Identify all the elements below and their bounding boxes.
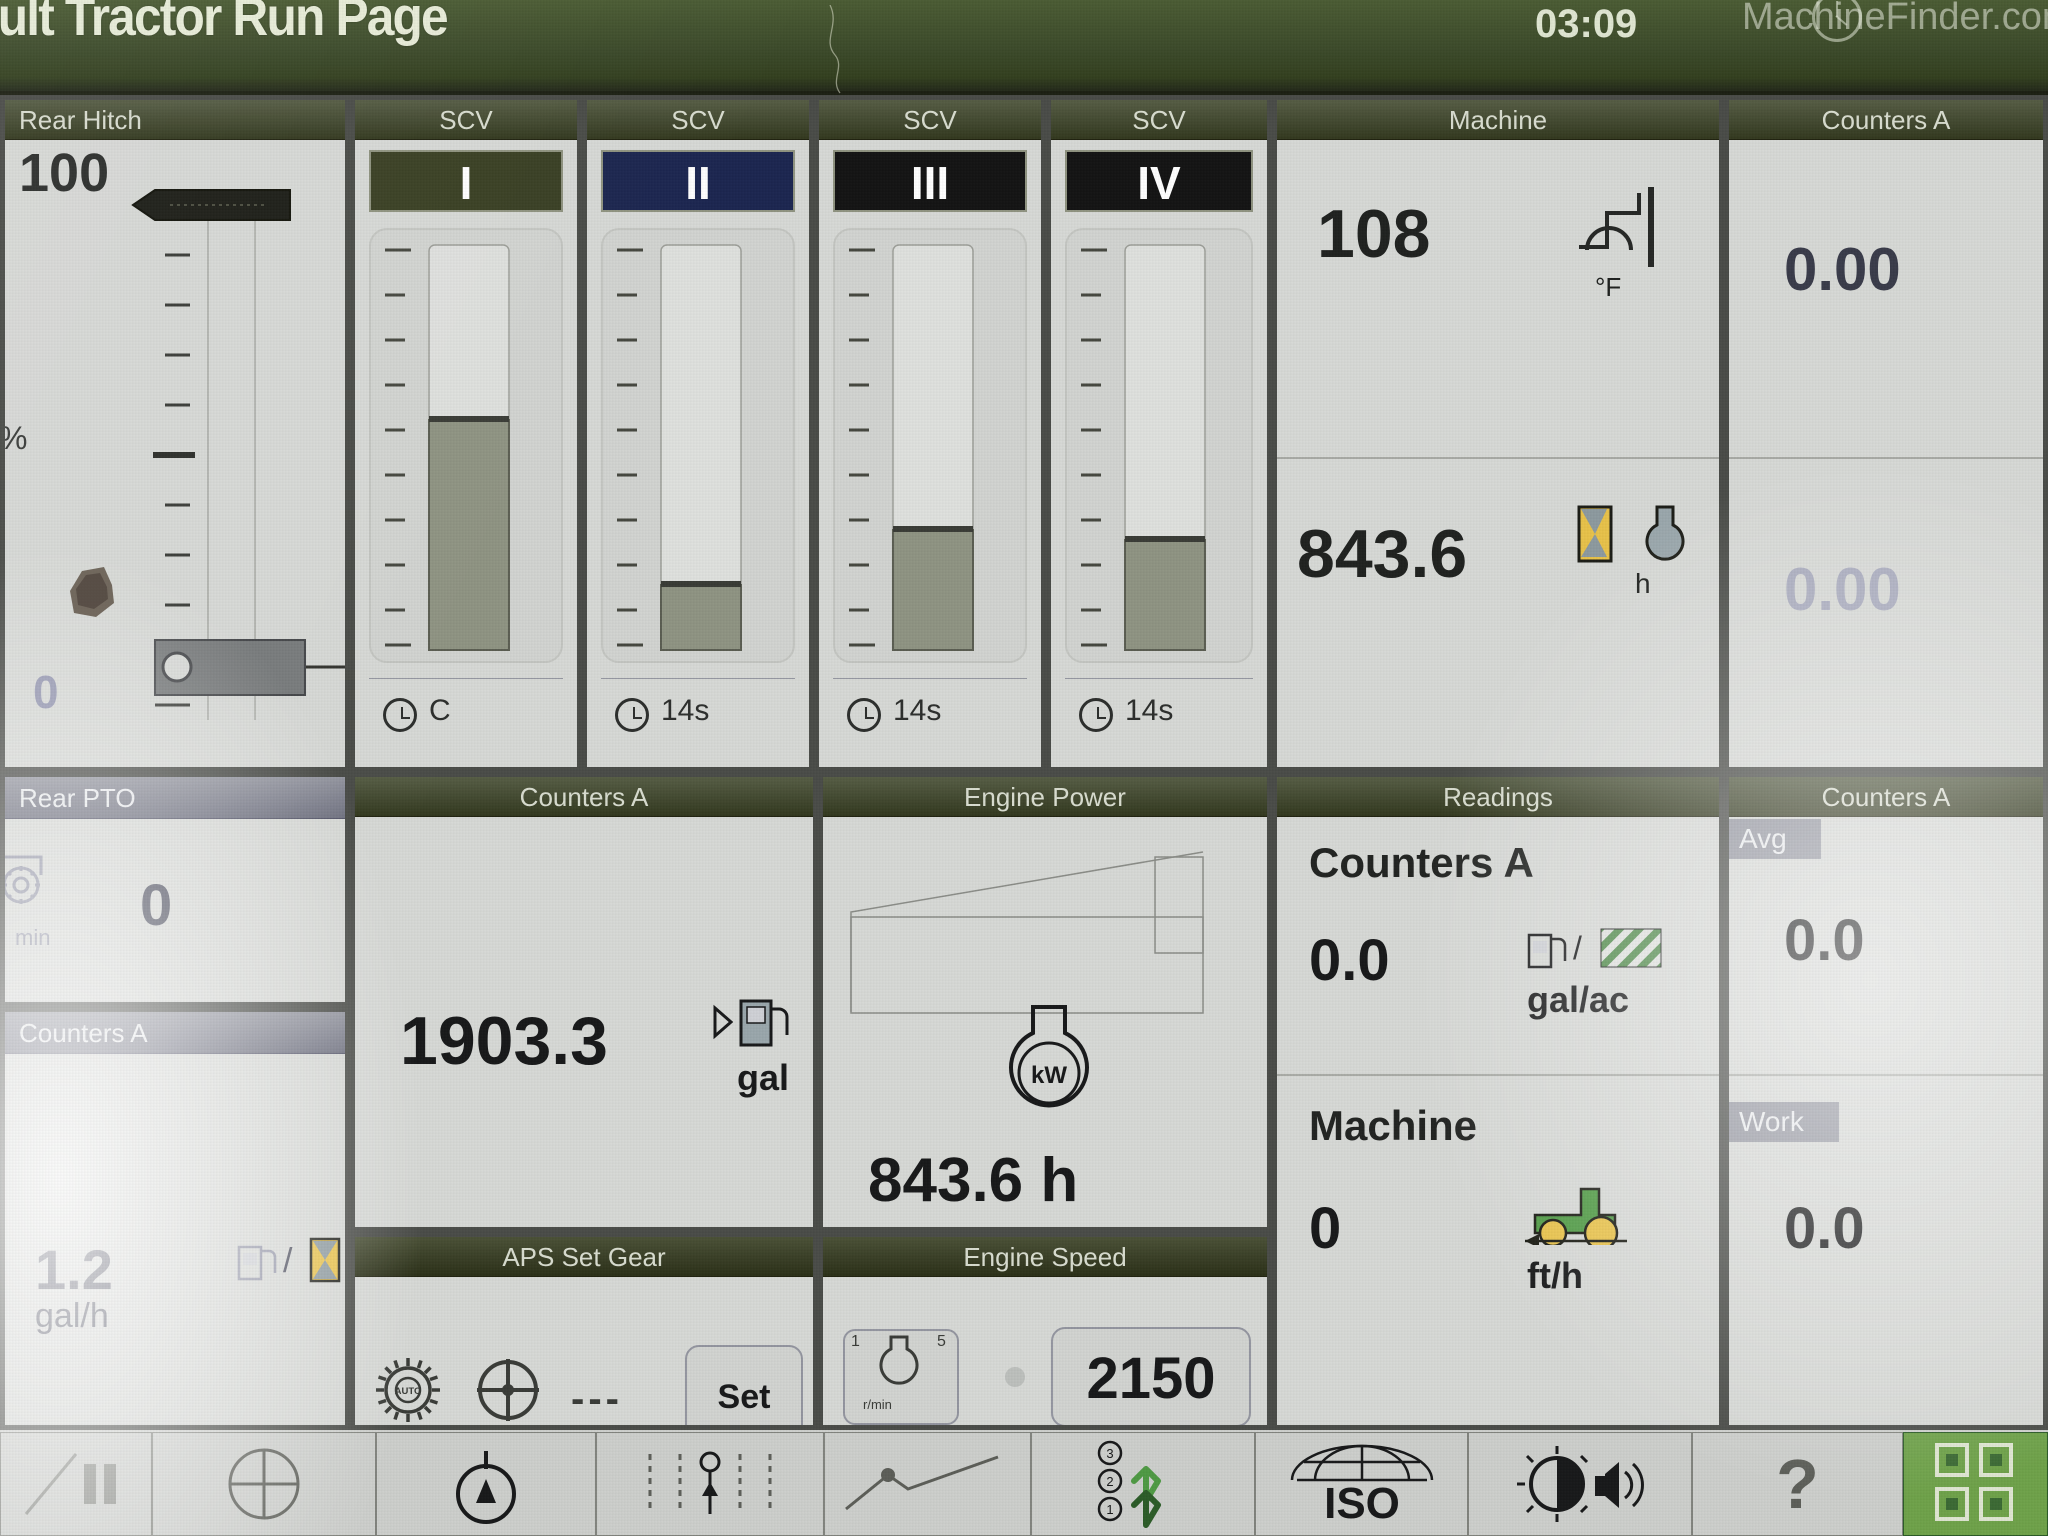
svg-text:ISO: ISO (1324, 1479, 1400, 1526)
svg-text:3: 3 (1106, 1446, 1113, 1461)
svg-text:kW: kW (1031, 1062, 1067, 1089)
svg-text:1: 1 (1106, 1502, 1113, 1517)
svg-text:AUTO: AUTO (395, 1386, 422, 1397)
svg-text:2: 2 (1106, 1474, 1113, 1489)
